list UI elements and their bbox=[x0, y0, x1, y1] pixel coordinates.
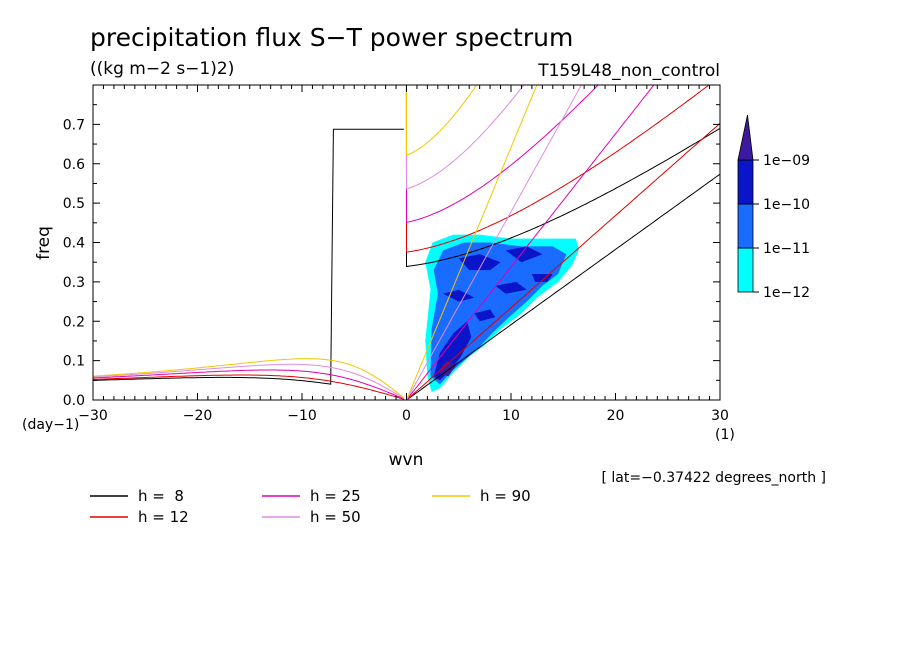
curve-h8-branch-1 bbox=[405, 85, 720, 268]
colorbar-label: 1e−10 bbox=[763, 197, 810, 213]
curve-h25-branch-0 bbox=[406, 85, 655, 400]
spectrum-region-9 bbox=[437, 360, 457, 377]
latitude-note: [ lat=−0.37422 degrees_north ] bbox=[602, 470, 827, 486]
x-axis-label: wvn bbox=[389, 450, 424, 470]
chart-units: ((kg m−2 s−1)2) bbox=[90, 59, 234, 79]
legend-label-h90: h = 90 bbox=[480, 487, 531, 505]
colorbar-label: 1e−11 bbox=[763, 241, 810, 257]
y-tick-label: 0.7 bbox=[63, 117, 85, 133]
curve-h50-branch-0 bbox=[406, 85, 582, 400]
colorbar-overflow-triangle bbox=[737, 114, 754, 161]
chart-title: precipitation flux S−T power spectrum bbox=[90, 23, 573, 52]
y-tick-label: 0.5 bbox=[63, 196, 85, 212]
curve-h12-branch-1 bbox=[405, 85, 710, 253]
x-tick-label: 30 bbox=[711, 408, 729, 424]
curve-h50-branch-2 bbox=[93, 363, 405, 399]
x-tick-label: 0 bbox=[402, 408, 411, 424]
x-tick-label: 10 bbox=[502, 408, 520, 424]
colorbar-label: 1e−09 bbox=[763, 153, 810, 169]
y-unit-label: (day−1) bbox=[22, 417, 79, 433]
x-unit-label: (1) bbox=[715, 427, 735, 443]
legend-label-h25: h = 25 bbox=[310, 487, 361, 505]
spectrum-region-4 bbox=[505, 246, 543, 263]
dispersion-curves bbox=[93, 85, 720, 400]
curve-h12-branch-0 bbox=[406, 123, 720, 400]
x-tick-label: −10 bbox=[287, 408, 317, 424]
spectrum-region-3 bbox=[458, 254, 501, 271]
curve-h25-branch-2 bbox=[93, 369, 405, 400]
colorbar-swatch-0 bbox=[737, 247, 754, 293]
x-tick-label: −30 bbox=[78, 408, 108, 424]
curve-h25-branch-1 bbox=[405, 85, 599, 224]
legend-label-h8: h = 8 bbox=[138, 487, 184, 505]
y-tick-label: 0.6 bbox=[63, 157, 85, 173]
legend-label-h50: h = 50 bbox=[310, 508, 361, 526]
y-axis-label: freq bbox=[34, 226, 54, 260]
y-tick-label: 0.1 bbox=[63, 354, 85, 370]
y-tick-label: 0.2 bbox=[63, 314, 85, 330]
curve-h8-branch-2 bbox=[93, 128, 404, 385]
colorbar-swatch-1 bbox=[737, 203, 754, 249]
spectrum-region-7 bbox=[474, 309, 496, 322]
y-tick-label: 0.3 bbox=[63, 275, 85, 291]
spectrum-region-6 bbox=[495, 281, 527, 294]
curve-h50-branch-1 bbox=[405, 85, 525, 190]
colorbar-label: 1e−12 bbox=[763, 285, 810, 301]
x-tick-label: −20 bbox=[183, 408, 213, 424]
curve-h90-branch-1 bbox=[405, 85, 478, 157]
legend-label-h12: h = 12 bbox=[138, 508, 189, 526]
y-tick-label: 0.0 bbox=[63, 393, 85, 409]
curve-h12-branch-2 bbox=[93, 374, 405, 400]
y-tick-label: 0.4 bbox=[63, 236, 85, 252]
axis-ticks: −30 −20 −10 0 10 20 30 0.0 0.1 0.2 0.3 0.4 0.5 0.6 0.7 bbox=[63, 84, 729, 424]
colorbar-swatch-2 bbox=[737, 159, 754, 205]
curve-h8-branch-0 bbox=[406, 173, 720, 400]
legend: h = 8 h = 12 h = 25 h = 50 h = 90 bbox=[90, 487, 531, 526]
colorbar: 1e−12 1e−11 1e−10 1e−09 bbox=[737, 114, 810, 301]
run-label: T159L48_non_control bbox=[537, 61, 720, 81]
x-tick-label: 20 bbox=[607, 408, 625, 424]
curve-h90-branch-0 bbox=[406, 85, 538, 400]
curve-h90-branch-2 bbox=[93, 358, 405, 399]
